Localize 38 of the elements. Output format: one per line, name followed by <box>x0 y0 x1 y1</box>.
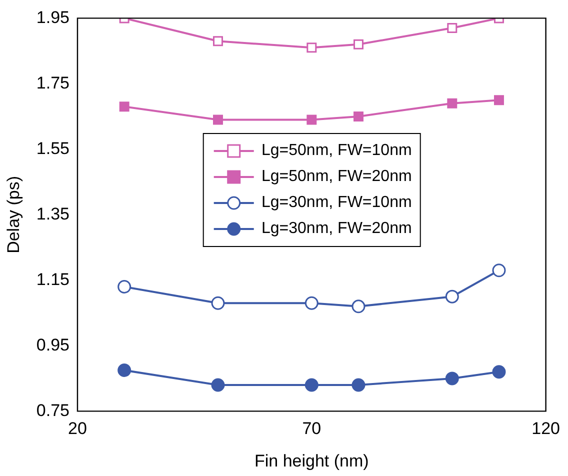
y-tick-label: 0.95 <box>36 335 70 354</box>
legend-label: Lg=30nm, FW=10nm <box>261 194 412 212</box>
point <box>353 39 364 50</box>
point <box>445 290 459 304</box>
point <box>447 23 458 34</box>
y-tick-label: 1.95 <box>36 8 70 27</box>
legend-label: Lg=50nm, FW=10nm <box>261 142 412 160</box>
y-tick-label: 1.55 <box>36 138 70 158</box>
point <box>118 364 132 378</box>
point <box>352 378 366 392</box>
x-tick-label: 120 <box>532 419 560 438</box>
point <box>119 102 130 112</box>
point <box>447 98 458 108</box>
y-tick-label: 1.35 <box>36 204 70 224</box>
legend-label: Lg=30nm, FW=20nm <box>261 220 412 238</box>
point <box>352 300 366 314</box>
point <box>304 296 318 310</box>
point <box>118 280 132 294</box>
y-tick-label: 1.15 <box>36 270 70 289</box>
point <box>212 114 223 125</box>
point <box>212 36 223 46</box>
point <box>306 114 317 125</box>
point <box>445 372 459 386</box>
y-tick-label: 1.75 <box>36 73 70 92</box>
y-tick-label: 0.75 <box>36 400 70 420</box>
point <box>211 296 225 310</box>
point <box>353 111 364 122</box>
legend-label: Lg=50nm, FW=20nm <box>261 168 412 186</box>
x-tick-label: 20 <box>68 419 87 438</box>
point <box>304 378 318 392</box>
point <box>492 365 506 379</box>
y-axis-title: Delay (ps) <box>4 176 23 254</box>
point <box>492 264 506 278</box>
point <box>306 42 317 53</box>
point <box>211 378 225 392</box>
x-axis-title: Fin height (nm) <box>254 451 369 470</box>
point <box>494 95 504 106</box>
x-tick-label: 70 <box>302 419 322 438</box>
